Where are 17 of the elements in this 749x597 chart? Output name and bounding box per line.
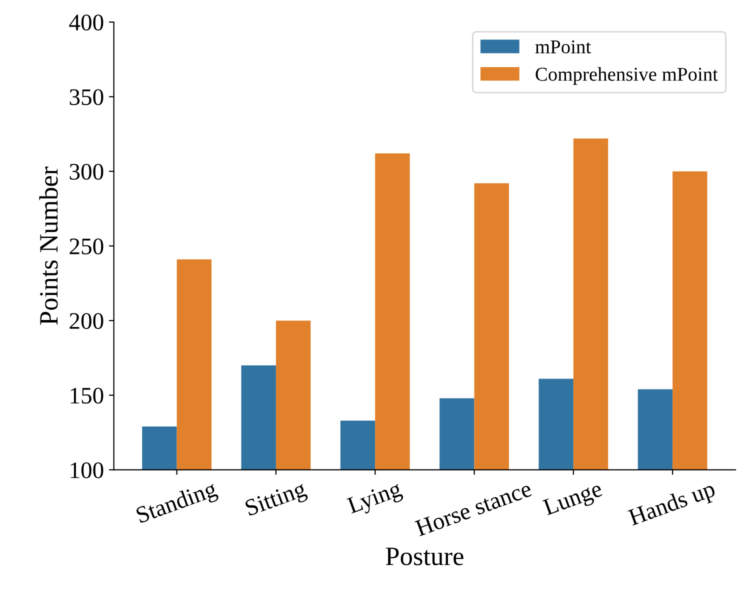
y-tick-label: 200 bbox=[70, 313, 104, 330]
x-tick-label: Lying bbox=[346, 480, 404, 518]
x-tick-label: Lunge bbox=[542, 480, 605, 520]
y-tick-label: 250 bbox=[70, 238, 104, 254]
x-tick-label: Hands up bbox=[627, 480, 718, 530]
legend-label: Comprehensive mPoint bbox=[536, 67, 718, 85]
y-tick-label: 300 bbox=[70, 164, 104, 180]
x-tick-label: Sitting bbox=[244, 480, 309, 521]
x-axis-title: Posture bbox=[386, 548, 464, 566]
y-tick-label: 100 bbox=[70, 462, 104, 478]
y-tick-label: 350 bbox=[70, 89, 104, 106]
y-tick-label: 150 bbox=[70, 388, 104, 404]
legend-label: mPoint bbox=[535, 40, 591, 54]
y-axis-title: Points Number bbox=[39, 166, 58, 325]
x-tick-label: Standing bbox=[135, 480, 220, 528]
x-tick-label: Horse stance bbox=[414, 480, 532, 536]
y-tick-label: 400 bbox=[69, 14, 104, 31]
